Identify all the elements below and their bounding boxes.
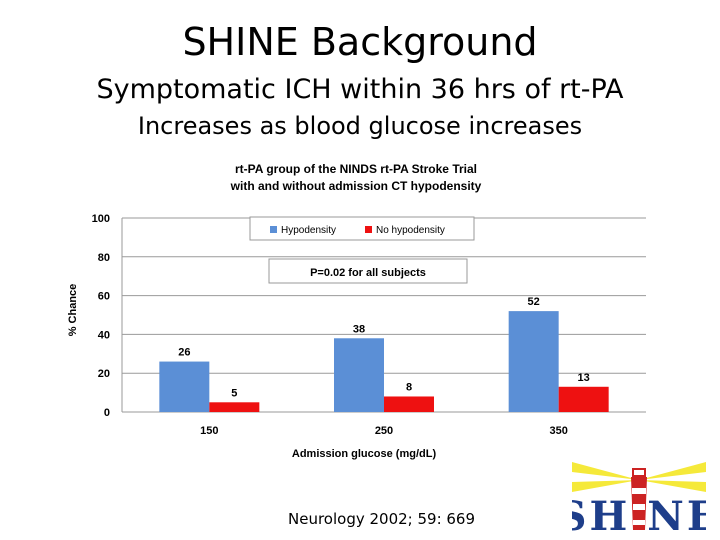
- x-axis-label: Admission glucose (mg/dL): [292, 448, 437, 460]
- chart-title-line-1: rt-PA group of the NINDS rt-PA Stroke Tr…: [235, 162, 477, 176]
- chart-legend: Hypodensity No hypodensity: [249, 216, 475, 241]
- bar: [334, 338, 384, 412]
- chart-axis-ticks: 0 20 40 60 80 100 150 250 350: [92, 213, 568, 437]
- slide-subtitle-2: Increases as blood glucose increases: [137, 112, 583, 140]
- lighthouse-rays: [572, 462, 706, 492]
- y-axis-label: % Chance: [67, 284, 79, 337]
- legend-label-hypodensity: Hypodensity: [281, 225, 336, 236]
- legend-swatch-no-hypodensity: [365, 226, 372, 233]
- x-tick-label: 250: [375, 425, 393, 437]
- slide-subtitle: Symptomatic ICH within 36 hrs of rt-PA: [96, 74, 624, 105]
- legend-label-no-hypodensity: No hypodensity: [376, 225, 445, 236]
- chart-annotation: P=0.02 for all subjects: [268, 258, 468, 284]
- bar: [384, 396, 434, 412]
- lighthouse-icon: [631, 468, 647, 530]
- y-tick-label: 40: [98, 329, 110, 341]
- slide-title: SHINE Background: [182, 20, 538, 64]
- y-tick-label: 100: [92, 213, 110, 225]
- logo-wordmark: SH NE: [572, 493, 706, 534]
- bar-value-label: 26: [178, 347, 190, 359]
- bar-value-label: 52: [528, 296, 540, 308]
- x-tick-label: 150: [200, 425, 218, 437]
- p-value-annotation: P=0.02 for all subjects: [310, 267, 426, 279]
- bar-value-label: 13: [578, 372, 590, 384]
- y-tick-label: 0: [104, 407, 110, 419]
- chart-title-line-2: with and without admission CT hypodensit…: [230, 179, 482, 193]
- bar-value-label: 38: [353, 323, 365, 335]
- bar: [558, 386, 609, 412]
- shine-logo: SH NE: [572, 462, 706, 534]
- y-tick-label: 20: [98, 368, 110, 380]
- glucose-chart: rt-PA group of the NINDS rt-PA Stroke Tr…: [67, 162, 646, 460]
- citation: Neurology 2002; 59: 669: [288, 510, 476, 528]
- y-tick-label: 60: [98, 291, 110, 303]
- y-tick-label: 80: [98, 252, 110, 264]
- x-tick-label: 350: [549, 425, 567, 437]
- bar: [159, 361, 210, 412]
- bar-value-label: 5: [231, 387, 237, 399]
- bar: [209, 402, 260, 412]
- bar: [508, 311, 559, 412]
- legend-swatch-hypodensity: [270, 226, 277, 233]
- bar-value-label: 8: [406, 381, 412, 393]
- chart-bars: 26 5 38 8 52 13: [159, 296, 609, 412]
